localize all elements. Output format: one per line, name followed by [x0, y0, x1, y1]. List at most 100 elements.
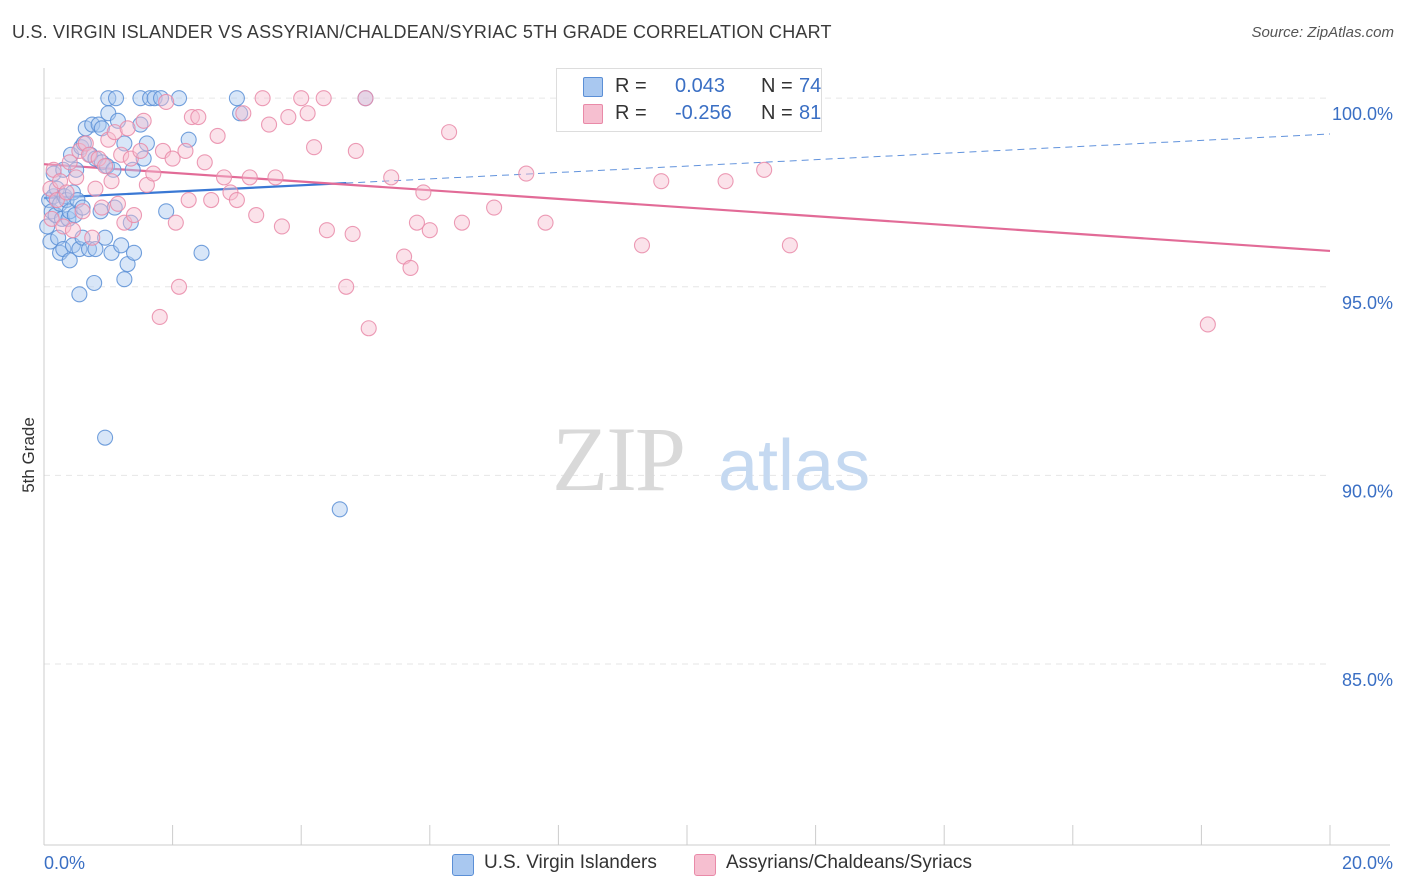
- y-tick-label: 90.0%: [1342, 481, 1393, 501]
- point-assyrians: [717, 173, 734, 190]
- point-assyrians: [241, 169, 258, 186]
- point-assyrians: [299, 105, 316, 122]
- watermark: ZIP atlas: [552, 408, 870, 510]
- point-assyrians: [402, 259, 419, 276]
- point-assyrians: [151, 308, 168, 325]
- gridlines: [44, 97, 1330, 665]
- point-assyrians: [158, 93, 175, 110]
- point-assyrians: [441, 124, 458, 141]
- point-assyrians: [164, 150, 181, 167]
- y-axis-label: 5th Grade: [19, 417, 38, 493]
- point-assyrians: [113, 146, 130, 163]
- point-assyrians: [338, 278, 355, 295]
- point-virgin-islanders: [61, 252, 78, 269]
- n-label: N =: [761, 75, 793, 97]
- point-virgin-islanders: [125, 244, 143, 261]
- point-assyrians: [196, 154, 213, 171]
- point-assyrians: [190, 108, 207, 126]
- point-virgin-islanders: [74, 199, 91, 216]
- bottom-swatch-pink: [694, 854, 716, 876]
- correlation-legend: R = 0.043 N = 74 R = -0.256 N = 81: [556, 68, 822, 132]
- point-assyrians: [518, 165, 535, 182]
- point-assyrians: [415, 184, 432, 201]
- watermark-zip: ZIP: [552, 408, 684, 510]
- point-assyrians: [781, 237, 798, 254]
- point-assyrians: [315, 90, 332, 107]
- data-points: [39, 90, 1216, 518]
- point-assyrians: [209, 127, 226, 144]
- legend-swatch-pink: [583, 104, 603, 124]
- trend-line-assyrians: [43, 163, 1331, 253]
- point-assyrians: [167, 214, 184, 231]
- point-assyrians: [383, 169, 400, 186]
- point-assyrians: [633, 237, 651, 254]
- point-assyrians: [273, 218, 290, 235]
- point-virgin-islanders: [113, 237, 130, 254]
- point-virgin-islanders: [39, 218, 56, 235]
- r-label: R =: [615, 75, 647, 97]
- bottom-swatch-blue: [452, 854, 474, 876]
- point-assyrians: [103, 173, 120, 190]
- point-virgin-islanders: [331, 501, 348, 518]
- point-assyrians: [119, 120, 136, 137]
- point-assyrians: [293, 90, 310, 107]
- point-assyrians: [97, 158, 114, 175]
- point-virgin-islanders: [71, 286, 88, 303]
- point-assyrians: [215, 169, 233, 186]
- point-virgin-islanders: [84, 116, 101, 133]
- r-value: -0.256: [675, 102, 732, 124]
- point-assyrians: [486, 199, 503, 216]
- point-assyrians: [653, 173, 670, 190]
- point-assyrians: [145, 165, 162, 182]
- watermark-atlas: atlas: [718, 426, 870, 506]
- x-tick-label: 0.0%: [44, 853, 85, 873]
- point-assyrians: [125, 207, 143, 224]
- point-assyrians: [203, 191, 220, 209]
- point-assyrians: [80, 146, 98, 163]
- point-assyrians: [408, 214, 425, 231]
- chart-title: U.S. VIRGIN ISLANDER VS ASSYRIAN/CHALDEA…: [12, 22, 832, 42]
- trend-line-virgin-islanders-projection: [346, 133, 1331, 184]
- point-assyrians: [347, 142, 364, 160]
- point-assyrians: [61, 154, 78, 171]
- point-assyrians: [109, 195, 126, 212]
- point-assyrians: [43, 210, 60, 227]
- point-assyrians: [58, 184, 75, 201]
- x-tick-label: 20.0%: [1342, 853, 1393, 873]
- point-assyrians: [64, 222, 81, 239]
- point-assyrians: [87, 180, 104, 197]
- point-assyrians: [421, 222, 438, 239]
- point-virgin-islanders: [107, 90, 125, 107]
- y-tick-label: 100.0%: [1332, 104, 1393, 124]
- point-assyrians: [537, 214, 554, 231]
- point-virgin-islanders: [228, 90, 245, 107]
- point-assyrians: [55, 218, 72, 235]
- point-assyrians: [1199, 316, 1216, 333]
- point-assyrians: [132, 142, 149, 160]
- point-virgin-islanders: [170, 90, 188, 107]
- point-assyrians: [254, 90, 271, 107]
- bottom-legend-label: Assyrians/Chaldeans/Syriacs: [726, 852, 973, 873]
- legend-swatch-blue: [583, 77, 603, 97]
- r-label: R =: [615, 102, 647, 124]
- axes: [43, 68, 1390, 846]
- point-assyrians: [267, 169, 284, 186]
- point-virgin-islanders: [116, 271, 133, 288]
- point-virgin-islanders: [158, 203, 175, 220]
- point-assyrians: [177, 142, 194, 160]
- point-assyrians: [344, 225, 361, 243]
- point-assyrians: [135, 112, 152, 129]
- point-assyrians: [235, 105, 252, 122]
- r-value: 0.043: [675, 75, 726, 97]
- point-assyrians: [453, 214, 471, 231]
- point-virgin-islanders: [142, 90, 159, 107]
- point-assyrians: [170, 278, 188, 295]
- y-tick-label: 95.0%: [1342, 293, 1393, 313]
- tick-labels: 100.0% 95.0% 90.0% 85.0% 0.0% 20.0%: [44, 104, 1393, 873]
- point-assyrians: [93, 199, 110, 216]
- point-assyrians: [84, 229, 101, 246]
- point-virgin-islanders: [64, 184, 81, 201]
- point-assyrians: [756, 161, 773, 178]
- point-virgin-islanders: [86, 274, 103, 292]
